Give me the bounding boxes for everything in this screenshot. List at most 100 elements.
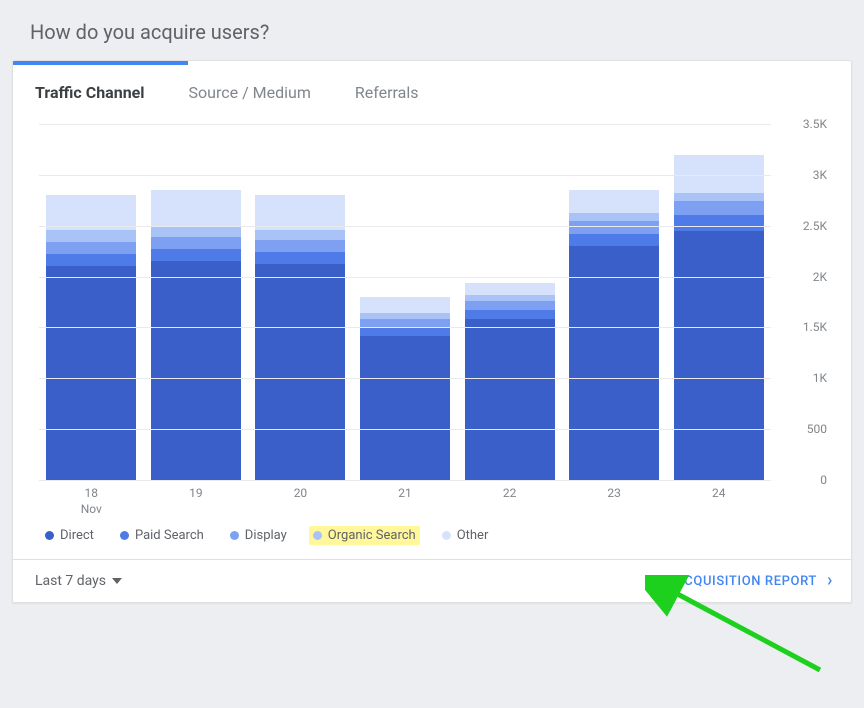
acquisition-report-link[interactable]: ACQUISITION REPORT › bbox=[675, 572, 833, 590]
bar-segment-direct bbox=[569, 246, 659, 480]
x-tick-label: 20 bbox=[248, 480, 353, 520]
bar-segment-other bbox=[360, 297, 450, 313]
bar-stack bbox=[255, 195, 345, 480]
bar-segment-paid_search bbox=[255, 252, 345, 264]
legend-label: Organic Search bbox=[328, 528, 416, 543]
bar-segment-paid_search bbox=[465, 310, 555, 319]
traffic-chart: 05001K1.5K2K2.5K3K3.5K 18Nov192021222324 bbox=[31, 120, 833, 520]
bar-stack bbox=[569, 190, 659, 480]
bar-segment-direct bbox=[465, 319, 555, 480]
legend-swatch-icon bbox=[45, 531, 54, 540]
bar-segment-organic_search bbox=[46, 230, 136, 242]
x-tick-label: 18Nov bbox=[39, 480, 144, 520]
legend-label: Direct bbox=[60, 528, 94, 543]
legend-swatch-icon bbox=[313, 531, 322, 540]
grid-line bbox=[39, 124, 771, 125]
bar-segment-direct bbox=[360, 336, 450, 480]
legend-swatch-icon bbox=[442, 531, 451, 540]
bar-column bbox=[666, 124, 771, 480]
chart-legend: Direct Paid Search Display Organic Search Ot… bbox=[13, 520, 851, 559]
bar-column bbox=[562, 124, 667, 480]
legend-item-paid_search[interactable]: Paid Search bbox=[116, 526, 208, 545]
legend-label: Display bbox=[245, 528, 287, 543]
bar-segment-paid_search bbox=[569, 234, 659, 246]
x-tick-label: 22 bbox=[457, 480, 562, 520]
legend-label: Paid Search bbox=[135, 528, 204, 543]
bar-column bbox=[144, 124, 249, 480]
y-tick-label: 2.5K bbox=[803, 219, 827, 233]
legend-swatch-icon bbox=[230, 531, 239, 540]
bar-segment-other bbox=[569, 190, 659, 212]
bar-segment-paid_search bbox=[151, 249, 241, 261]
x-tick-label: 19 bbox=[144, 480, 249, 520]
bar-segment-display bbox=[151, 237, 241, 249]
bar-segment-direct bbox=[46, 266, 136, 480]
y-tick-label: 3.5K bbox=[803, 117, 827, 131]
bar-stack bbox=[465, 283, 555, 480]
bar-segment-display bbox=[674, 201, 764, 214]
tab-bar: Traffic Channel Source / Medium Referrals bbox=[13, 65, 851, 110]
caret-down-icon bbox=[112, 578, 122, 584]
grid-line bbox=[39, 226, 771, 227]
grid-line bbox=[39, 277, 771, 278]
bar-segment-other bbox=[46, 195, 136, 230]
bar-segment-display bbox=[360, 319, 450, 327]
chart-y-axis: 05001K1.5K2K2.5K3K3.5K bbox=[777, 124, 833, 480]
chart-plot-area bbox=[39, 124, 771, 480]
bar-column bbox=[457, 124, 562, 480]
bar-stack bbox=[674, 155, 764, 480]
y-tick-label: 1K bbox=[813, 371, 827, 385]
card-footer: Last 7 days ACQUISITION REPORT › bbox=[13, 559, 851, 602]
bar-segment-direct bbox=[151, 261, 241, 480]
bar-column bbox=[39, 124, 144, 480]
bar-segment-display bbox=[465, 301, 555, 310]
chart-x-axis: 18Nov192021222324 bbox=[39, 480, 771, 520]
date-range-selector[interactable]: Last 7 days bbox=[35, 573, 122, 589]
section-title: How do you acquire users? bbox=[30, 20, 852, 44]
y-tick-label: 0 bbox=[820, 473, 827, 487]
bar-segment-other bbox=[255, 195, 345, 230]
page-root: How do you acquire users? Traffic Channe… bbox=[0, 0, 864, 708]
bar-segment-display bbox=[46, 242, 136, 254]
bar-segment-organic_search bbox=[151, 227, 241, 237]
legend-item-display[interactable]: Display bbox=[226, 526, 291, 545]
bar-column bbox=[353, 124, 458, 480]
chevron-right-icon: › bbox=[827, 572, 833, 590]
bar-segment-other bbox=[465, 283, 555, 295]
bar-segment-display bbox=[569, 221, 659, 234]
bar-segment-paid_search bbox=[46, 254, 136, 266]
x-tick-label: 24 bbox=[666, 480, 771, 520]
grid-line bbox=[39, 429, 771, 430]
y-tick-label: 500 bbox=[807, 422, 827, 436]
tab-referrals[interactable]: Referrals bbox=[355, 83, 419, 102]
bar-segment-other bbox=[151, 190, 241, 227]
footer-link-label: ACQUISITION REPORT bbox=[675, 574, 817, 589]
grid-line bbox=[39, 378, 771, 379]
grid-line bbox=[39, 175, 771, 176]
bar-segment-display bbox=[255, 240, 345, 252]
bar-segment-paid_search bbox=[360, 327, 450, 335]
legend-item-organic_search[interactable]: Organic Search bbox=[309, 526, 420, 545]
bar-segment-paid_search bbox=[674, 215, 764, 231]
legend-swatch-icon bbox=[120, 531, 129, 540]
y-tick-label: 1.5K bbox=[803, 320, 827, 334]
x-tick-label: 21 bbox=[353, 480, 458, 520]
y-tick-label: 2K bbox=[813, 270, 827, 284]
bar-stack bbox=[46, 195, 136, 480]
x-tick-label: 23 bbox=[562, 480, 667, 520]
bar-segment-organic_search bbox=[674, 193, 764, 201]
legend-item-other[interactable]: Other bbox=[438, 526, 493, 545]
bar-stack bbox=[151, 190, 241, 480]
tab-source-medium[interactable]: Source / Medium bbox=[189, 83, 311, 102]
legend-item-direct[interactable]: Direct bbox=[41, 526, 98, 545]
chart-bars bbox=[39, 124, 771, 480]
bar-stack bbox=[360, 297, 450, 480]
bar-segment-organic_search bbox=[255, 230, 345, 240]
bar-column bbox=[248, 124, 353, 480]
bar-segment-direct bbox=[255, 264, 345, 480]
grid-line bbox=[39, 327, 771, 328]
date-range-label: Last 7 days bbox=[35, 573, 106, 589]
acquisition-card: Traffic ChannelSource / MediumReferrals … bbox=[12, 60, 852, 603]
bar-segment-organic_search bbox=[569, 213, 659, 221]
tab-traffic-channel[interactable]: Traffic Channel bbox=[35, 83, 145, 102]
